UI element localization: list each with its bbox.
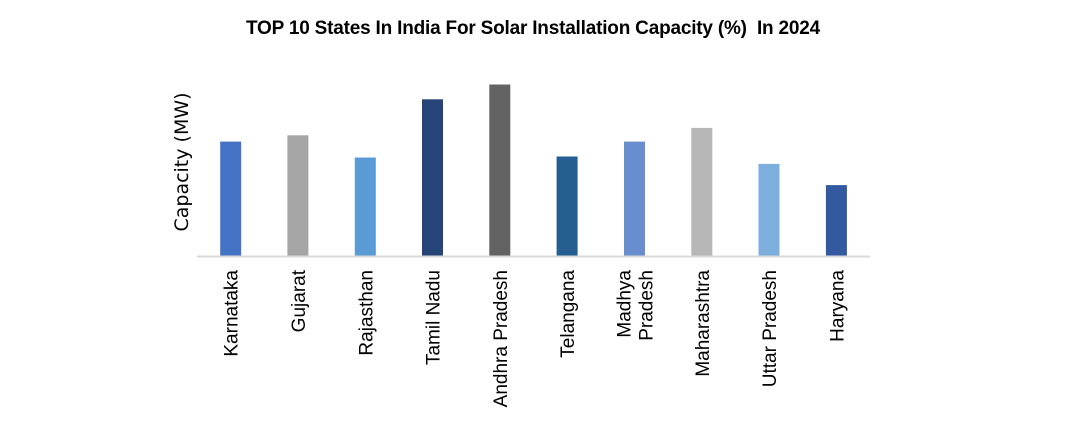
x-tick-label: Gujarat	[289, 269, 310, 332]
bar-telangana	[556, 156, 578, 256]
bar-haryana	[825, 185, 847, 256]
bar-madhya-pradesh	[624, 141, 645, 256]
bar-andhra-pradesh	[489, 84, 511, 256]
x-tick-label: Tamil Nadu	[424, 270, 445, 365]
bar-uttar-pradesh	[758, 163, 780, 256]
chart-title: TOP 10 States In India For Solar Install…	[245, 18, 820, 39]
bar-tamil-nadu	[422, 99, 443, 256]
x-tick-label: Uttar Pradesh	[760, 270, 781, 387]
x-tick-label: Pradesh	[637, 270, 658, 341]
x-tick-label: Karnataka	[222, 270, 243, 357]
x-tick-label: Madhya	[615, 270, 636, 338]
y-axis-label: Capacity (MW)	[171, 92, 193, 231]
x-tick-label: Telangana	[558, 270, 579, 358]
x-tick-label: Haryana	[827, 270, 848, 342]
bar-rajasthan	[354, 157, 376, 256]
bar-karnataka	[220, 141, 242, 256]
bar-gujarat	[287, 135, 309, 256]
x-tick-label: Andhra Pradesh	[491, 270, 512, 407]
bar-maharashtra	[691, 127, 713, 257]
x-tick-label: Maharashtra	[693, 270, 714, 377]
x-tick-label: Rajasthan	[356, 270, 377, 356]
